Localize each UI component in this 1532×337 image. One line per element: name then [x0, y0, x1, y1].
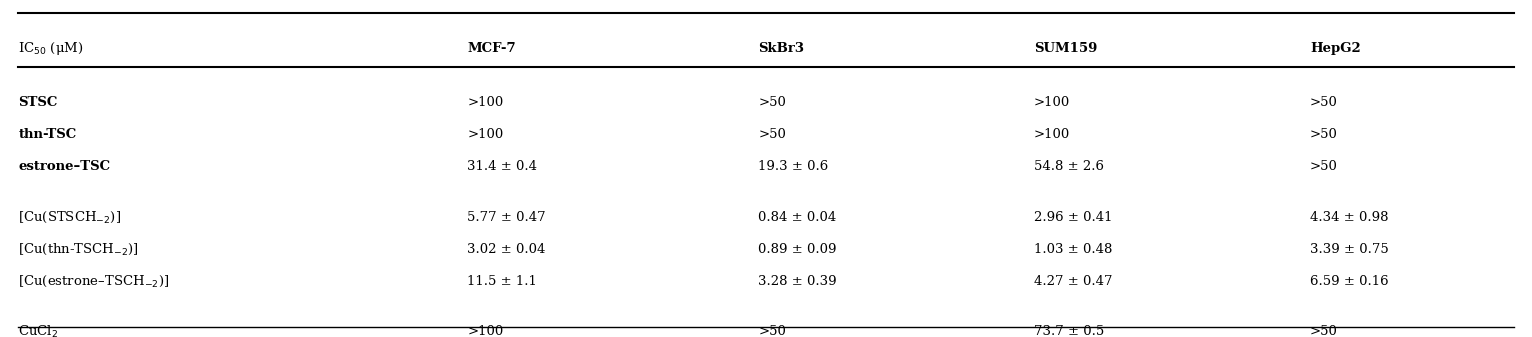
Text: 1.03 ± 0.48: 1.03 ± 0.48: [1034, 243, 1112, 256]
Text: 2.96 ± 0.41: 2.96 ± 0.41: [1034, 211, 1112, 224]
Text: >50: >50: [1310, 326, 1337, 337]
Text: MCF-7: MCF-7: [467, 42, 516, 55]
Text: >50: >50: [758, 326, 786, 337]
Text: 0.84 ± 0.04: 0.84 ± 0.04: [758, 211, 836, 224]
Text: 0.89 ± 0.09: 0.89 ± 0.09: [758, 243, 836, 256]
Text: >50: >50: [758, 128, 786, 141]
Text: >100: >100: [1034, 128, 1071, 141]
Text: [Cu(STSCH$_{-2}$)]: [Cu(STSCH$_{-2}$)]: [18, 210, 121, 225]
Text: STSC: STSC: [18, 96, 58, 109]
Text: CuCl$_2$: CuCl$_2$: [18, 324, 58, 337]
Text: estrone–TSC: estrone–TSC: [18, 160, 110, 173]
Text: 54.8 ± 2.6: 54.8 ± 2.6: [1034, 160, 1105, 173]
Text: >50: >50: [1310, 96, 1337, 109]
Text: 3.39 ± 0.75: 3.39 ± 0.75: [1310, 243, 1388, 256]
Text: >100: >100: [467, 326, 504, 337]
Text: 3.02 ± 0.04: 3.02 ± 0.04: [467, 243, 545, 256]
Text: 4.34 ± 0.98: 4.34 ± 0.98: [1310, 211, 1388, 224]
Text: >50: >50: [758, 96, 786, 109]
Text: 5.77 ± 0.47: 5.77 ± 0.47: [467, 211, 545, 224]
Text: HepG2: HepG2: [1310, 42, 1360, 55]
Text: [Cu(thn-TSCH$_{-2}$)]: [Cu(thn-TSCH$_{-2}$)]: [18, 242, 139, 257]
Text: 19.3 ± 0.6: 19.3 ± 0.6: [758, 160, 829, 173]
Text: >50: >50: [1310, 160, 1337, 173]
Text: >50: >50: [1310, 128, 1337, 141]
Text: 3.28 ± 0.39: 3.28 ± 0.39: [758, 275, 836, 288]
Text: [Cu(estrone–TSCH$_{-2}$)]: [Cu(estrone–TSCH$_{-2}$)]: [18, 274, 170, 289]
Text: 31.4 ± 0.4: 31.4 ± 0.4: [467, 160, 538, 173]
Text: 4.27 ± 0.47: 4.27 ± 0.47: [1034, 275, 1112, 288]
Text: >100: >100: [467, 128, 504, 141]
Text: 73.7 ± 0.5: 73.7 ± 0.5: [1034, 326, 1105, 337]
Text: 6.59 ± 0.16: 6.59 ± 0.16: [1310, 275, 1388, 288]
Text: >100: >100: [467, 96, 504, 109]
Text: thn-TSC: thn-TSC: [18, 128, 77, 141]
Text: IC$_{50}$ (μM): IC$_{50}$ (μM): [18, 40, 84, 57]
Text: 11.5 ± 1.1: 11.5 ± 1.1: [467, 275, 538, 288]
Text: SUM159: SUM159: [1034, 42, 1097, 55]
Text: >100: >100: [1034, 96, 1071, 109]
Text: SkBr3: SkBr3: [758, 42, 804, 55]
